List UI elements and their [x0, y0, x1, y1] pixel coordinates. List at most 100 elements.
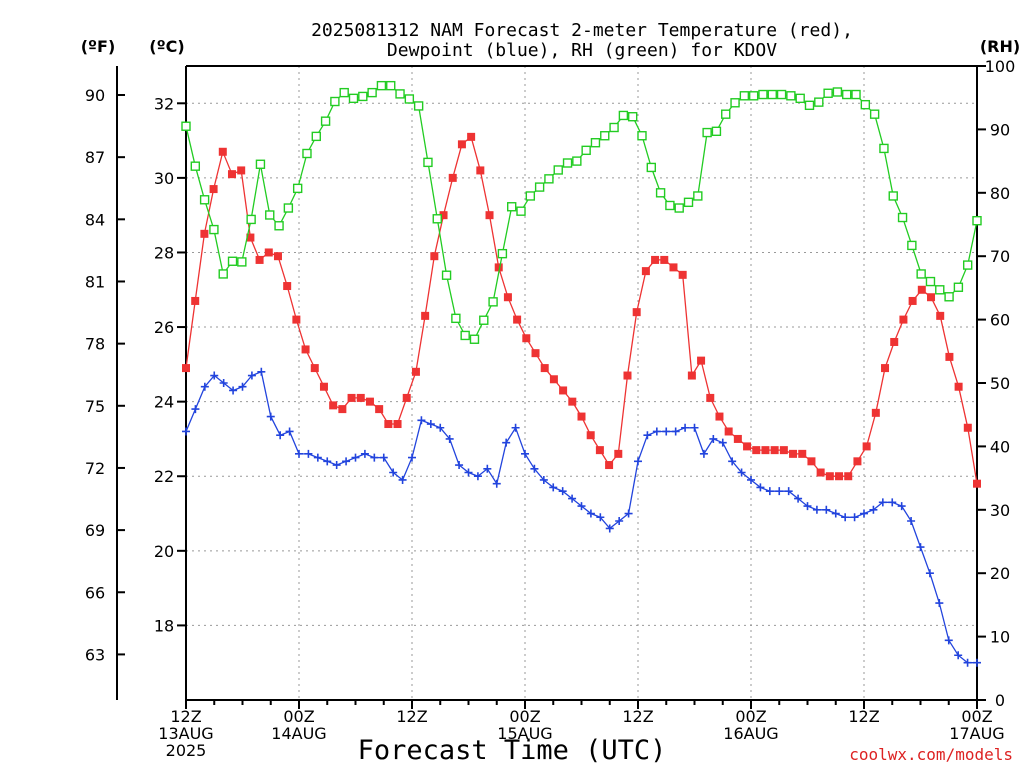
temperature-point [973, 479, 981, 488]
rh-point [581, 145, 591, 156]
rh-point [544, 174, 554, 184]
temperature-point [448, 173, 457, 182]
temperature-point [945, 352, 954, 361]
dewpoint-point [360, 449, 369, 458]
series-layer [181, 80, 982, 667]
rh-point [199, 195, 210, 205]
fahrenheit-tick-label: 69 [85, 521, 105, 540]
rh-tick-label: 20 [990, 564, 1010, 583]
dewpoint-point [191, 405, 200, 414]
celsius-axis-unit: (ºC) [149, 37, 184, 56]
temperature-point [246, 233, 255, 242]
dewpoint-point [332, 461, 341, 470]
dewpoint-point [398, 475, 407, 484]
temperature-point [899, 315, 908, 324]
rh-point [227, 256, 238, 266]
temperature-point [182, 364, 190, 373]
dewpoint-point [831, 509, 840, 518]
temperature-point [844, 472, 853, 481]
rh-point [795, 93, 805, 104]
rh-point [935, 285, 945, 295]
dewpoint-point [916, 543, 925, 552]
dewpoint-point [681, 423, 690, 432]
dewpoint-point [483, 464, 492, 473]
x-tick-label: 14AUG [271, 724, 326, 743]
rh-tick-label: 40 [990, 437, 1010, 456]
dewpoint-point [747, 475, 755, 484]
rh-point [972, 215, 982, 226]
dewpoint-point [624, 509, 633, 518]
dewpoint-point [473, 472, 482, 481]
temperature-point [411, 367, 420, 376]
dewpoint-point [860, 509, 868, 518]
dewpoint-point [238, 382, 247, 391]
grid-lines [186, 66, 977, 700]
temperature-point [917, 285, 926, 294]
rh-point [376, 80, 387, 91]
dewpoint-point [577, 502, 586, 511]
rh-point [832, 87, 843, 97]
temperature-point [227, 170, 236, 179]
dewpoint-point [304, 449, 313, 458]
x-tick-label: 00Z [735, 707, 766, 726]
dewpoint-point [389, 468, 398, 477]
dewpoint-point [718, 438, 727, 447]
rh-point [265, 210, 275, 220]
fahrenheit-axis-unit: (ºF) [81, 37, 116, 56]
rh-point [237, 257, 247, 267]
rh-point [339, 87, 349, 98]
temperature-point [595, 446, 604, 455]
rh-point [618, 110, 629, 121]
temperature-point [292, 315, 301, 324]
temperature-point [347, 393, 356, 402]
x-tick-label: 00Z [283, 707, 314, 726]
temperature-point [329, 401, 338, 410]
temperature-point [825, 472, 834, 481]
rh-tick-label: 80 [990, 184, 1010, 203]
temperature-point [614, 449, 623, 458]
temperature-point [531, 349, 540, 358]
rh-point [767, 89, 777, 100]
x-tick-label: 00Z [961, 707, 992, 726]
temperature-point [338, 405, 347, 414]
dewpoint-point [775, 487, 784, 496]
dewpoint-point [888, 498, 897, 507]
temperature-point [706, 393, 715, 402]
temperature-point [421, 311, 430, 320]
fahrenheit-tick-label: 84 [85, 210, 105, 229]
dewpoint-point [521, 449, 529, 458]
rh-series [181, 80, 982, 344]
temperature-point [218, 147, 227, 156]
rh-point [534, 182, 545, 192]
rh-point [460, 330, 470, 341]
rh-point [358, 91, 368, 102]
temperature-point [641, 267, 650, 276]
dewpoint-point [615, 516, 624, 525]
rh-point [302, 148, 312, 159]
dewpoint-point [973, 658, 981, 667]
rh-point [842, 89, 852, 100]
fahrenheit-tick-label: 90 [85, 86, 105, 105]
dewpoint-point [662, 427, 671, 436]
temperature-point [697, 356, 706, 365]
celsius-tick-label: 24 [154, 393, 174, 412]
x-tick-label: 2025 [166, 741, 207, 760]
x-tick-label: 00Z [509, 707, 540, 726]
temperature-point [954, 382, 963, 391]
temperature-point [430, 252, 439, 261]
dewpoint-point [963, 658, 972, 667]
dewpoint-point [558, 487, 567, 496]
rh-point [209, 224, 219, 235]
temperature-point [503, 293, 512, 302]
celsius-tick-label: 26 [154, 318, 174, 337]
temperature-point [835, 472, 844, 481]
temperature-point [779, 446, 788, 455]
rh-tick-label: 70 [990, 247, 1010, 266]
temperature-point [485, 211, 494, 220]
dewpoint-point [765, 487, 774, 496]
dewpoint-series [182, 367, 981, 667]
temperature-point [927, 293, 936, 302]
temperature-point [871, 408, 880, 417]
